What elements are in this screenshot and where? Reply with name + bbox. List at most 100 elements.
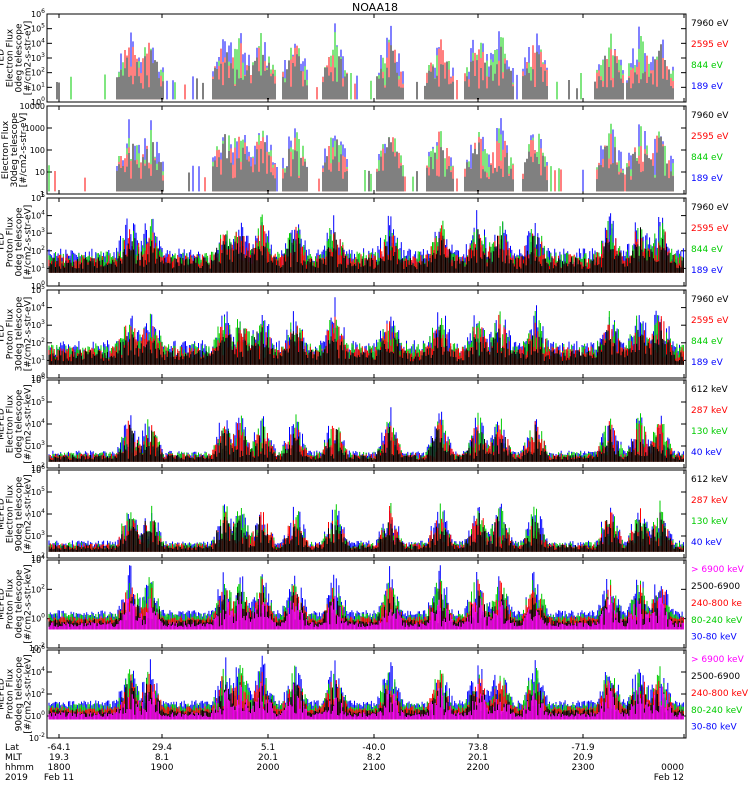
panel-1: 100 101 102 103 104 105 106 TEDElectron Flux0de… — [0, 8, 729, 107]
y-tick-label: 103 — [31, 440, 45, 451]
data-traces — [48, 297, 684, 365]
y-tick-label: 106 — [31, 374, 45, 385]
y-tick-label: 105 — [31, 396, 45, 407]
legend-entry: 2500-6900 — [691, 672, 740, 682]
y-tick-label: 105 — [31, 486, 45, 497]
legend-entry: 130 keV — [691, 517, 728, 527]
x-row-value: 20.1 — [258, 753, 278, 763]
panel-3: 100 101 102 103 104 105 TEDProton Flux0deg tel… — [0, 192, 729, 291]
y-tick-label: 102 — [31, 462, 45, 473]
y-axis-label: MEPEDElectron Flux90deg telescope[#/cm2-… — [0, 474, 34, 553]
x-row-value: 2300 — [572, 763, 595, 773]
y-tick-label: 104 — [31, 418, 45, 429]
y-tick-label: 102 — [31, 583, 45, 594]
legend-entry: 30-80 keV — [691, 723, 737, 733]
legend-entry: 189 eV — [691, 82, 724, 92]
y-tick-label: 100 — [31, 613, 45, 624]
legend-entry: 80-240 keV — [691, 616, 743, 626]
y-tick-label: 103 — [31, 52, 45, 63]
data-traces — [48, 210, 684, 273]
x-row-value: -64.1 — [47, 743, 70, 753]
x-row-value: 20.1 — [468, 753, 488, 763]
x-row-label: MLT — [5, 753, 23, 763]
x-row-value: 5.1 — [261, 743, 275, 753]
y-tick-label: 104 — [31, 508, 45, 519]
legend-entry: > 6900 keV — [691, 565, 745, 575]
series-trace — [48, 424, 684, 462]
y-tick-label: 103 — [31, 319, 45, 330]
y-tick-label: 103 — [31, 530, 45, 541]
legend-entry: 80-240 keV — [691, 706, 743, 716]
data-traces — [48, 407, 684, 462]
y-tick-label: 106 — [31, 8, 45, 19]
panel-frame — [46, 197, 687, 287]
x-row-value: 1900 — [151, 763, 174, 773]
data-traces — [48, 565, 684, 630]
legend-entry: 2500-6900 — [691, 582, 740, 592]
legend-entry: 844 eV — [691, 61, 724, 71]
x-row-value: Feb 11 — [44, 773, 74, 783]
y-tick-label: 104 — [31, 37, 45, 48]
series-trace — [54, 131, 674, 192]
series-trace — [48, 682, 684, 720]
x-row-value: 0000 — [661, 763, 684, 773]
y-axis-label: MEPEDProton Flux90deg telescope[#/cm2-s-… — [0, 654, 34, 733]
y-tick-label: 106 — [31, 644, 45, 655]
y-axis-label: TEDElectron Flux0deg telescope[#/cm2-s-s… — [0, 21, 34, 96]
y-tick-label: 102 — [31, 688, 45, 699]
legend-entry: 7960 eV — [691, 295, 729, 305]
y-tick-label: 10-2 — [29, 732, 45, 743]
legend-entry: 130 keV — [691, 427, 728, 437]
data-traces — [48, 118, 674, 192]
legend-entry: > 6900 keV — [691, 655, 745, 665]
series-trace — [56, 44, 674, 100]
data-traces — [56, 23, 674, 100]
legend-entry: 287 keV — [691, 496, 728, 506]
y-axis-label: Electron Flux30deg telescope[#/cm2-s-str… — [1, 112, 29, 187]
y-tick-label: 101 — [31, 81, 45, 92]
legend-entry: 287 keV — [691, 406, 728, 416]
legend-entry: 189 eV — [691, 358, 724, 368]
legend-entry: 612 keV — [691, 475, 728, 485]
x-row-value: 8.1 — [155, 753, 169, 763]
legend-entry: 844 eV — [691, 245, 724, 255]
y-tick-label: 105 — [31, 192, 45, 203]
x-row-label: hhmm — [5, 763, 34, 773]
x-row-value: 2200 — [467, 763, 490, 773]
y-tick-label: 104 — [31, 666, 45, 677]
x-row-value: 1800 — [48, 763, 71, 773]
x-row-value: 2100 — [363, 763, 386, 773]
y-axis-label: TEDProton Flux30deg telescope[#/cm2-s-st… — [0, 296, 34, 371]
y-tick-label: 102 — [31, 245, 45, 256]
x-row-value: -40.0 — [362, 743, 386, 753]
y-tick-label: 101 — [31, 354, 45, 365]
series-trace — [48, 322, 684, 365]
x-row-value: 8.2 — [367, 753, 381, 763]
legend-entry: 240-800 ke — [691, 599, 742, 609]
y-tick-label: 105 — [31, 23, 45, 34]
legend-entry: 40 keV — [691, 538, 723, 548]
legend-entry: 40 keV — [691, 448, 723, 458]
legend-entry: 2595 eV — [691, 132, 729, 142]
x-row-value: Feb 12 — [654, 773, 684, 783]
y-tick-label: 100 — [30, 146, 45, 155]
y-tick-label: 102 — [31, 552, 45, 563]
x-row-label: 2019 — [5, 773, 28, 783]
y-tick-label: 106 — [31, 464, 45, 475]
legend-entry: 30-80 keV — [691, 633, 737, 643]
legend-entry: 612 keV — [691, 385, 728, 395]
y-tick-label: 1000 — [25, 124, 45, 133]
legend-entry: 844 eV — [691, 337, 724, 347]
x-row-value: 2000 — [257, 763, 280, 773]
y-tick-label: 1 — [40, 190, 45, 199]
x-row-value: 20.9 — [573, 753, 593, 763]
x-row-value: 29.4 — [152, 743, 172, 753]
legend-entry: 844 eV — [691, 153, 724, 163]
y-tick-label: 101 — [31, 262, 45, 273]
y-tick-label: 104 — [31, 554, 45, 565]
x-row-value: 73.8 — [468, 743, 488, 753]
